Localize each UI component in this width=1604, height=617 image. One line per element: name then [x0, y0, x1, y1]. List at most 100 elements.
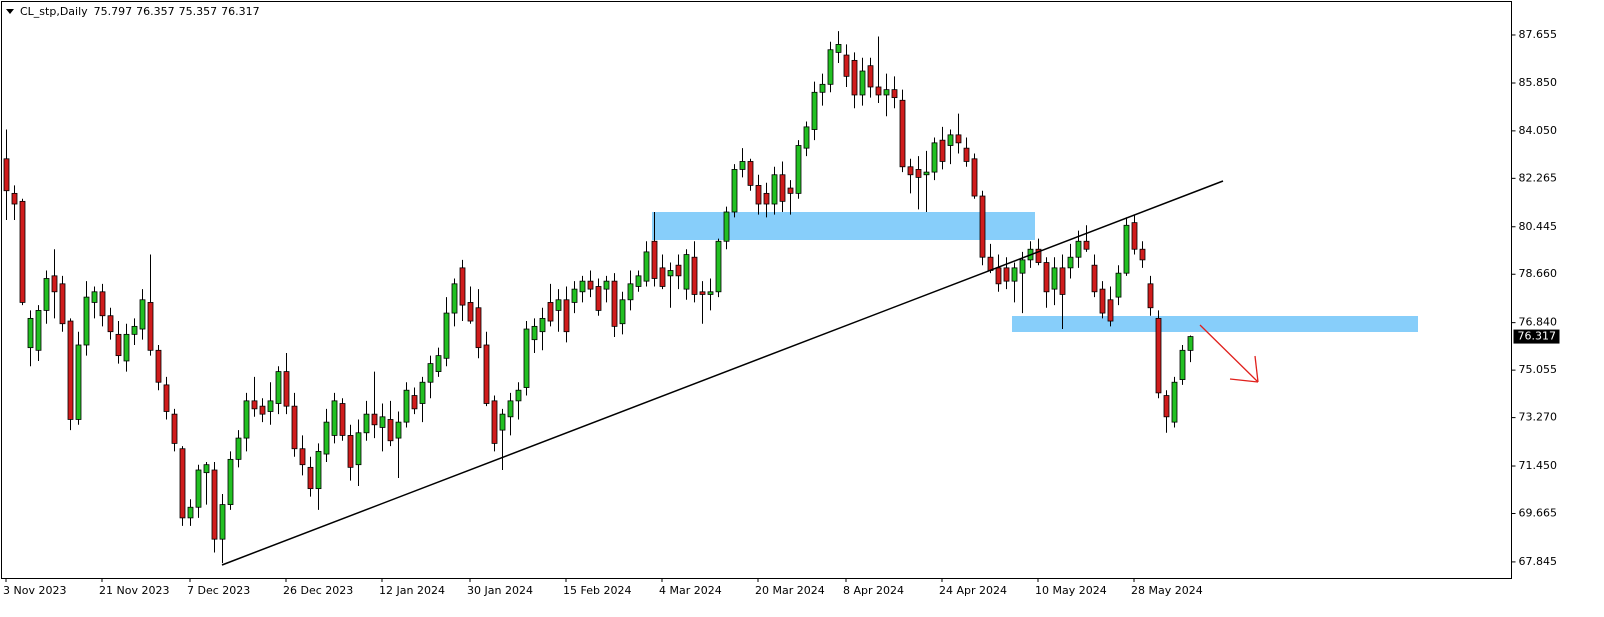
candle-body: [299, 448, 306, 466]
candle-body: [147, 302, 154, 351]
candle-body: [91, 291, 98, 303]
candle-body: [347, 435, 354, 468]
candle-body: [267, 400, 274, 412]
candle-body: [107, 315, 114, 333]
y-tick-label: 87.655: [1519, 28, 1558, 41]
plot-frame: [1, 1, 1512, 579]
y-tick-label: 73.270: [1519, 411, 1558, 424]
candle-body: [827, 49, 834, 85]
candle-body: [1099, 288, 1106, 314]
candle-body: [235, 437, 242, 460]
candle-body: [1139, 248, 1146, 261]
candle-body: [339, 403, 346, 436]
candle-body: [243, 400, 250, 439]
candle-body: [27, 317, 34, 349]
candle-body: [387, 419, 394, 442]
candle-body: [115, 333, 122, 357]
candle-body: [163, 384, 170, 412]
candle-body: [731, 169, 738, 213]
candle-body: [723, 211, 730, 242]
candle-body: [843, 54, 850, 77]
candle-body: [907, 166, 914, 176]
candle-body: [867, 65, 874, 88]
candle-body: [755, 184, 762, 205]
candle-body: [395, 421, 402, 439]
x-tick-label: 24 Apr 2024: [939, 584, 1007, 597]
arrow-head: [1254, 355, 1259, 383]
y-tick-label: 71.450: [1519, 459, 1558, 472]
candle-body: [323, 421, 330, 455]
candle-body: [915, 169, 922, 178]
y-tick-label: 75.055: [1519, 363, 1558, 376]
x-tick-label: 30 Jan 2024: [467, 584, 533, 597]
candle-body: [683, 254, 690, 290]
candle-body: [99, 291, 106, 317]
candle-body: [1043, 262, 1050, 293]
candle-body: [1115, 272, 1122, 298]
menu-triangle: [6, 9, 14, 14]
candle-body: [1091, 264, 1098, 293]
candle-body: [3, 158, 10, 192]
candle-body: [587, 280, 594, 290]
x-tick-label: 7 Dec 2023: [187, 584, 250, 597]
candle-body: [451, 283, 458, 314]
candle-body: [651, 240, 658, 279]
x-tick-label: 15 Feb 2024: [563, 584, 631, 597]
header: CL_stp,Daily 75.797 76.357 75.357 76.317: [20, 5, 260, 18]
x-tick-label: 4 Mar 2024: [659, 584, 722, 597]
candle-body: [779, 174, 786, 202]
candle-body: [931, 142, 938, 173]
candle-body: [1123, 224, 1130, 274]
candle-body: [19, 200, 26, 303]
candle-body: [939, 139, 946, 162]
trend-line: [221, 180, 1224, 566]
candle-body: [75, 344, 82, 420]
candle-body: [971, 158, 978, 197]
y-tick-label: 80.445: [1519, 220, 1558, 233]
candle-body: [459, 267, 466, 306]
candle-body: [675, 264, 682, 277]
candle-body: [1107, 299, 1114, 322]
candle-body: [763, 192, 770, 205]
candle-body: [955, 134, 962, 144]
candle-body: [947, 134, 954, 146]
candle-body: [1035, 248, 1042, 263]
candle-body: [667, 270, 674, 277]
candle-body: [627, 283, 634, 301]
candle-body: [523, 328, 530, 388]
candle-body: [1179, 349, 1186, 380]
header-close: 76.317: [221, 5, 260, 18]
candle-body: [891, 89, 898, 99]
candle-body: [35, 310, 42, 351]
y-tick-label: 85.850: [1519, 76, 1558, 89]
x-tick-label: 20 Mar 2024: [755, 584, 825, 597]
candle-body: [1187, 336, 1194, 351]
x-tick-label: 12 Jan 2024: [379, 584, 445, 597]
y-tick-label: 69.665: [1519, 506, 1558, 519]
y-tick-label: 76.840: [1519, 316, 1558, 329]
symbol: CL_stp,Daily: [20, 5, 88, 18]
header-high: 76.357: [136, 5, 175, 18]
candle-body: [571, 288, 578, 303]
candle-body: [803, 126, 810, 149]
candle-body: [499, 413, 506, 431]
candle-body: [739, 161, 746, 170]
candle-body: [547, 302, 554, 322]
candle-body: [875, 86, 882, 96]
candle-body: [1059, 267, 1066, 295]
candle-body: [171, 413, 178, 444]
candle-body: [1003, 267, 1010, 282]
candle-body: [699, 291, 706, 295]
candle-body: [1075, 240, 1082, 258]
candle-body: [1147, 283, 1154, 309]
x-tick-label: 21 Nov 2023: [99, 584, 169, 597]
candle-body: [283, 371, 290, 407]
candle-body: [291, 405, 298, 450]
y-tick-label: 84.050: [1519, 124, 1558, 137]
candle-body: [59, 283, 66, 325]
resistance-zone: [652, 212, 1035, 240]
candle-body: [1019, 259, 1026, 274]
candle-body: [811, 91, 818, 130]
